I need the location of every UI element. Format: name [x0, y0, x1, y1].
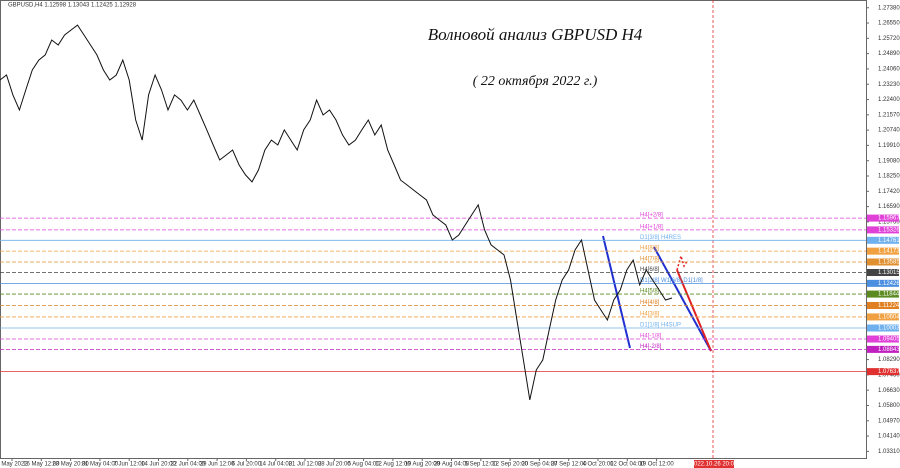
x-tick-label: 12 Sep 20:00: [492, 462, 528, 468]
x-tick-label: 21 Jul 12:00: [289, 462, 322, 468]
y-tick-label: 1.24060: [878, 67, 900, 73]
y-tick-label: 1.19080: [878, 158, 900, 164]
y-tick-label: 1.06630: [878, 388, 900, 394]
x-tick-label: 9 May 2022: [0, 462, 28, 468]
level-price: 1.11844: [878, 292, 900, 298]
level-price-box: [867, 302, 899, 310]
level-price: 1.07637: [878, 369, 900, 375]
x-tick-label: 12 Oct 04:00: [610, 462, 645, 468]
y-tick-label: 1.15760: [878, 219, 900, 225]
level-price-box: [867, 226, 899, 234]
x-tick-label: 4 Oct 20:00: [582, 462, 614, 468]
y-tick-label: 1.04970: [878, 418, 900, 424]
level-price-box: [867, 279, 899, 287]
level-label: H4[-2/8]: [640, 344, 662, 350]
level-label: D1[2/8] W1[6/8] D1[1/8]: [640, 278, 703, 284]
y-tick-label: 1.07460: [878, 372, 900, 378]
level-price: 1.14173: [878, 249, 900, 255]
x-tick-label: 29 Aug 04:00: [434, 462, 470, 468]
level-label: H4[6/8]: [640, 267, 660, 273]
level-label: D1[1/8] H4SUP: [640, 323, 681, 329]
x-tick-label: 31 May 04:00: [82, 462, 119, 468]
y-tick-label: 1.16590: [878, 204, 900, 210]
y-tick-label: 1.05800: [878, 403, 900, 409]
x-tick-label: 27 Sep 12:00: [551, 462, 587, 468]
chart-subtitle: ( 22 октября 2022 г.): [473, 74, 598, 89]
level-price-box: [867, 236, 899, 244]
level-price: 1.15967: [878, 216, 900, 222]
level-price: 1.10604: [878, 315, 900, 321]
level-price: 1.09405: [878, 337, 900, 343]
x-tick-label: 5 Sep 12:00: [465, 462, 498, 468]
level-price: 1.08843: [878, 347, 900, 353]
level-price-box: [867, 290, 899, 298]
level-price: 1.10003: [878, 326, 900, 332]
y-tick-label: 1.25720: [878, 36, 900, 42]
level-price: 1.13585: [878, 260, 900, 266]
y-tick-label: 1.21570: [878, 112, 900, 118]
level-price-box: [867, 258, 899, 266]
x-tick-label: 7 Jun 12:00: [114, 462, 146, 468]
x-tick-label: 12 Aug 12:00: [375, 462, 411, 468]
x-tick-label: 29 Jun 12:00: [200, 462, 235, 468]
y-tick-label: 1.27380: [878, 5, 900, 11]
x-tick-label: 20 Sep 04:00: [522, 462, 558, 468]
level-price: 1.11224: [878, 303, 900, 309]
level-price: 1.13015: [878, 270, 900, 276]
level-price-box: [867, 268, 899, 276]
y-tick-label: 1.04140: [878, 434, 900, 440]
x-tick-label: 23 May 20:00: [52, 462, 89, 468]
y-tick-label: 1.03310: [878, 449, 900, 455]
x-tick-label: 14 Jul 04:00: [259, 462, 292, 468]
level-price: 1.15326: [878, 227, 900, 233]
level-price-box: [867, 214, 899, 222]
symbol-info: GBPUSD,H4 1.12598 1.13043 1.12425 1.1292…: [8, 3, 137, 9]
level-price-box: [867, 368, 899, 376]
x-tick-label: 28 Jul 20:00: [318, 462, 351, 468]
y-tick-label: 1.26550: [878, 21, 900, 27]
level-label: H4[8/8]: [640, 246, 660, 252]
y-tick-label: 1.08290: [878, 357, 900, 363]
level-label: H4[3/8]: [640, 312, 660, 318]
wave-annotations: [602, 235, 712, 352]
level-price-box: [867, 313, 899, 321]
x-tick-label: 19 Oct 12:00: [639, 462, 674, 468]
x-tick-label: 5 Aug 04:00: [348, 462, 381, 468]
level-price: 1.14761: [878, 238, 900, 244]
x-tick-label: 16 May 12:00: [23, 462, 60, 468]
price-line: [0, 24, 673, 401]
level-price-box: [867, 247, 899, 255]
wave-line: [602, 235, 631, 349]
wave-projection: [676, 253, 689, 271]
time-label: 2022.10.26 20:00: [691, 462, 738, 468]
level-price-box: [867, 345, 899, 353]
y-tick-label: 1.23230: [878, 82, 900, 88]
level-label: H4[5/8]: [640, 289, 660, 295]
y-tick-label: 1.24890: [878, 51, 900, 57]
x-tick-label: 6 Jul 20:00: [232, 462, 262, 468]
y-tick-label: 1.19910: [878, 143, 900, 149]
level-label: H4[+2/8]: [640, 213, 663, 219]
time-box: [694, 460, 734, 468]
y-tick-label: 1.22400: [878, 97, 900, 103]
y-tick-label: 1.17420: [878, 189, 900, 195]
level-price-box: [867, 335, 899, 343]
chart-title: Волновой анализ GBPUSD H4: [428, 25, 643, 44]
y-tick-label: 1.20740: [878, 128, 900, 134]
wave-line: [653, 246, 712, 352]
level-label: H4[+1/8]: [640, 224, 663, 230]
level-label: H4[7/8]: [640, 257, 660, 263]
level-price: 1.12426: [878, 281, 900, 287]
x-tick-label: 22 Jun 04:00: [170, 462, 205, 468]
x-tick-label: 14 Jun 20:00: [141, 462, 176, 468]
level-label: D1[3/8] H4RES: [640, 235, 681, 241]
level-price-box: [867, 324, 899, 332]
level-label: H4[-1/8]: [640, 334, 662, 340]
level-label: H4[4/8]: [640, 300, 660, 306]
plot-area: [0, 0, 867, 459]
x-tick-label: 19 Aug 20:00: [405, 462, 441, 468]
y-tick-label: 1.18250: [878, 174, 900, 180]
